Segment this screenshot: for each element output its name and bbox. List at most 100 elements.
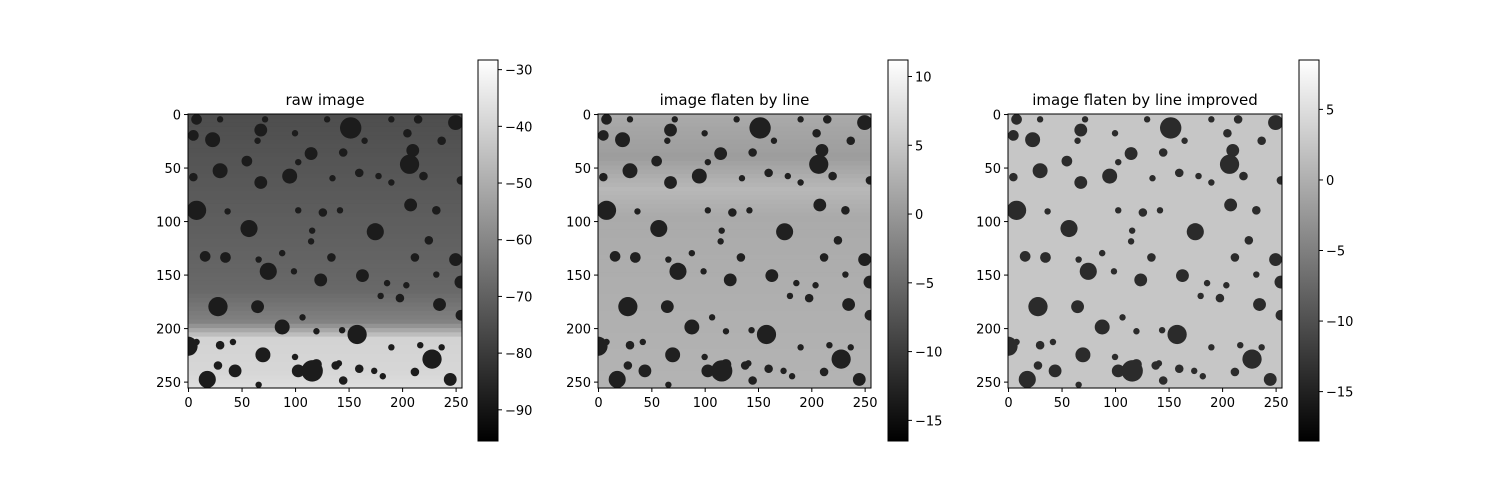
spot [188,130,199,141]
spot [650,219,668,238]
image-row-band [598,306,871,312]
image-row-band [188,289,462,295]
spot [199,251,211,262]
spot [1111,353,1119,361]
spot [765,269,779,283]
image-row-band [188,135,462,141]
image-row-band [1008,255,1282,261]
image-row-band [1008,139,1282,145]
spot [1111,130,1119,137]
spot [313,328,320,335]
spot [842,298,856,311]
image-row-band [188,143,462,149]
image-row-band [598,323,871,329]
spot [290,268,298,275]
image-row-band [598,293,871,299]
colorbar [1298,59,1320,442]
x-tick-label: 200 [390,396,415,411]
spot [304,147,318,161]
spot [723,273,737,287]
image-row-band [188,272,462,278]
colorbar-tick-label: 5 [1326,103,1334,118]
spot [1224,198,1238,212]
spot [618,297,638,317]
spot [749,117,771,139]
spot [1230,253,1240,262]
image-row-band [188,319,462,325]
spot [308,227,316,234]
image-row-band [598,298,871,303]
spot [388,179,395,186]
image-row-band [598,225,871,231]
spot [852,373,866,386]
spot [1115,207,1122,214]
spot [371,367,378,375]
image-row-band [598,143,871,149]
x-tick-label: 200 [799,396,824,411]
spot [831,349,851,369]
colorbar-tick-label: 10 [915,71,932,86]
image-row-band [598,169,871,175]
image-row-band [598,233,871,239]
spot [1156,207,1164,214]
spot [1269,253,1282,266]
image-row-band [188,131,462,137]
spot [295,158,302,166]
image-row-band [1008,143,1282,149]
image-row-band [598,238,871,244]
spot [1176,269,1189,283]
image-row-band [1008,353,1282,359]
spot [1208,116,1215,123]
image-row-band [188,375,462,381]
axes-frame [1007,113,1283,389]
spot [403,282,410,289]
image-row-band [188,169,462,175]
spot [354,168,364,178]
y-tick-label: 250 [566,376,591,391]
spot [1195,172,1202,180]
image-row-band [1008,122,1282,128]
spot [254,176,268,189]
spot [819,367,829,377]
spot [842,271,849,278]
image-row-band [1008,298,1282,303]
spot [634,208,641,215]
spot [299,314,306,321]
spot [639,338,646,346]
image-row-band [188,353,462,359]
spot [1044,208,1051,215]
image-row-band [1008,152,1282,158]
image-row-band [188,246,462,252]
spot [1081,116,1089,123]
image-row-band [188,148,462,154]
spot [456,176,462,185]
spot [857,115,871,131]
image-row-band [1008,349,1282,355]
spot [212,163,228,179]
spot [704,207,712,214]
y-tick-label: 0 [993,109,1001,124]
spot [622,163,638,179]
image-row-band [188,199,462,205]
spot [1223,282,1230,289]
image-row-band [1008,362,1282,368]
image-row-band [188,216,462,222]
y-tick-label: 50 [984,162,1001,177]
spot [664,123,677,137]
image-row-band [1008,216,1282,222]
spot [229,338,237,346]
spot [1268,115,1282,131]
image-row-band [1008,306,1282,312]
spot [395,293,405,303]
image-row-band [1008,366,1282,372]
image-row-band [1008,135,1282,141]
image-row-band [598,272,871,278]
image-row-band [1008,238,1282,244]
spot [448,115,462,131]
spot [1181,137,1188,144]
image-row-band [1008,242,1282,248]
image-row-band [598,358,871,363]
x-tick-label: 50 [644,396,661,411]
spot [1197,292,1204,300]
spot [1242,349,1262,369]
